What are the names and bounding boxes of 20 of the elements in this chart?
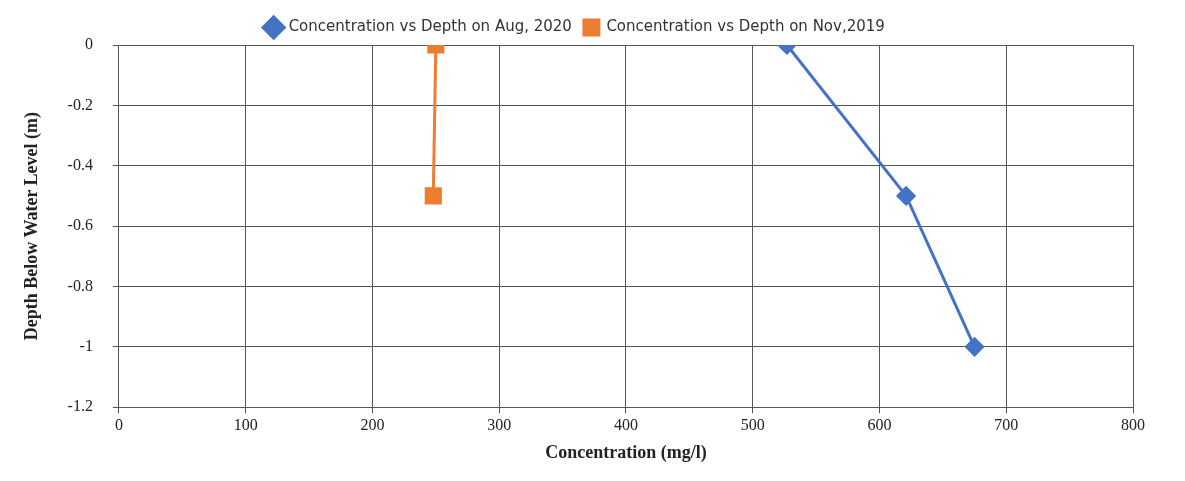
y-axis-title: Depth Below Water Level (m) xyxy=(21,111,43,341)
x-tick-label: 0 xyxy=(114,416,123,433)
x-tick-label: 200 xyxy=(360,416,385,433)
y-tick-label: -1 xyxy=(79,337,93,355)
x-tick-label: 800 xyxy=(1121,416,1145,433)
y-tick-label: -0.4 xyxy=(67,155,93,173)
x-tick-label: 300 xyxy=(487,416,512,433)
x-tick-label: 500 xyxy=(740,416,765,433)
x-tick-label: 700 xyxy=(994,416,1019,433)
y-tick-label: -1.2 xyxy=(67,397,93,415)
y-tick-label: 0 xyxy=(84,35,93,53)
y-tick-label: -0.6 xyxy=(67,216,93,234)
x-tick-label: 100 xyxy=(233,416,258,433)
legend-label: Concentration vs Depth on Nov,2019 xyxy=(606,17,885,36)
y-tick-label: -0.8 xyxy=(67,276,93,294)
x-tick-label: 600 xyxy=(867,416,892,433)
x-tick-label: 400 xyxy=(613,416,638,433)
legend-label: Concentration vs Depth on Aug, 2020 xyxy=(288,17,572,36)
x-axis-title: Concentration (mg/l) xyxy=(545,441,707,463)
y-tick-label: -0.2 xyxy=(67,95,93,113)
